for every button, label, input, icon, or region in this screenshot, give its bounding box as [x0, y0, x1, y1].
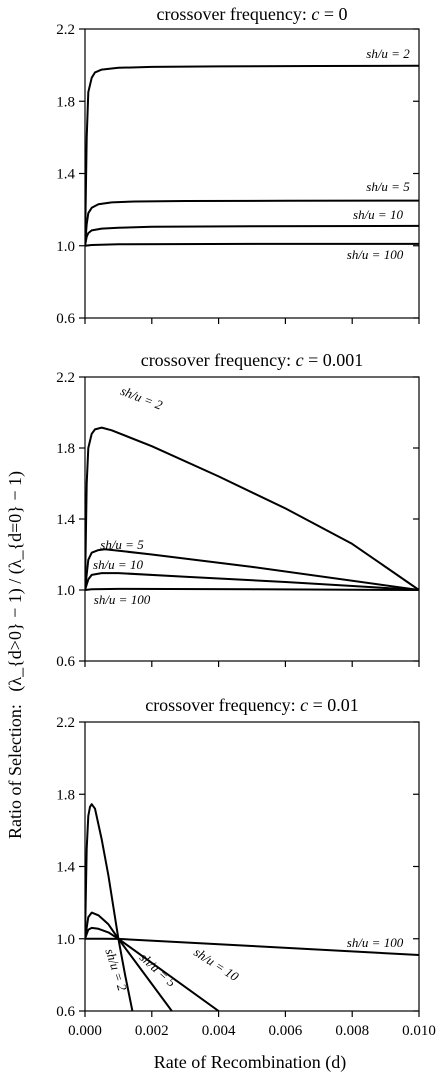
series-line — [85, 937, 419, 956]
y-tick-label: 2.2 — [56, 715, 75, 731]
chart-panel-3: crossover frequency: c = 0.01 0.6 1.0 1.4 1.… — [56, 695, 436, 1039]
y-tick-label: 0.6 — [56, 1004, 75, 1020]
y-tick-label: 1.8 — [56, 441, 75, 457]
y-tick-label: 1.4 — [56, 167, 75, 183]
series-label: sh/u = 2 — [119, 383, 165, 413]
x-tick-label: 0.008 — [335, 1023, 369, 1039]
y-tick-label: 1.4 — [56, 860, 75, 876]
series-line — [85, 199, 419, 246]
chart-title: crossover frequency: c = 0 — [156, 4, 347, 24]
y-tick-label: 1.0 — [56, 583, 75, 599]
series-label: sh/u = 10 — [353, 207, 403, 222]
series-line — [85, 242, 419, 247]
chart-panel-2: crossover frequency: c = 0.001 0.6 1.0 1.4 1… — [56, 350, 420, 670]
x-tick-label: 0.004 — [202, 1023, 236, 1039]
plot-frame — [84, 721, 420, 1012]
title-variable: c — [300, 695, 308, 715]
chart-panel-1: crossover frequency: c = 0 0.6 1.0 1.4 1.8 2.… — [56, 4, 420, 327]
series-line — [85, 911, 173, 1011]
y-tick-label: 0.6 — [56, 654, 75, 670]
series-line — [85, 587, 419, 591]
x-tick-label: 0.002 — [135, 1023, 169, 1039]
x-axis-label: Rate of Recombination (d) — [154, 1052, 346, 1073]
plot-frame — [84, 28, 420, 319]
series-label: sh/u = 100 — [347, 935, 404, 950]
series-label: sh/u = 10 — [93, 557, 143, 572]
x-tick-label: 0.010 — [402, 1023, 436, 1039]
y-tick-label: 0.6 — [56, 311, 75, 327]
series-label: sh/u = 100 — [94, 592, 151, 607]
series-line — [85, 426, 419, 591]
x-tick-label: 0.006 — [269, 1023, 303, 1039]
y-tick-label: 2.2 — [56, 22, 75, 38]
series-line — [85, 224, 419, 246]
series-line — [85, 548, 419, 591]
y-tick-label: 2.2 — [56, 370, 75, 386]
y-axis-label: Ratio of Selection: (λ_{d>0} − 1) / (λ_{… — [5, 471, 26, 839]
title-value: = 0 — [319, 4, 347, 24]
y-tick-label: 1.8 — [56, 787, 75, 803]
chart-title: crossover frequency: c = 0.001 — [141, 350, 364, 370]
series-label: sh/u = 2 — [102, 947, 130, 993]
plot-frame — [84, 376, 420, 662]
y-tick-label: 1.8 — [56, 94, 75, 110]
series-label: sh/u = 5 — [100, 537, 144, 552]
series-line — [85, 64, 419, 246]
x-tick-label: 0.000 — [68, 1023, 102, 1039]
title-value: = 0.001 — [304, 350, 364, 370]
title-variable: c — [296, 350, 304, 370]
title-text: crossover frequency: — [145, 695, 300, 715]
chart-title: crossover frequency: c = 0.01 — [145, 695, 359, 715]
series-label: sh/u = 10 — [191, 944, 241, 984]
title-text: crossover frequency: — [156, 4, 311, 24]
title-variable: c — [311, 4, 319, 24]
title-value: = 0.01 — [308, 695, 359, 715]
series-label: sh/u = 5 — [366, 179, 410, 194]
y-tick-label: 1.0 — [56, 932, 75, 948]
title-text: crossover frequency: — [141, 350, 296, 370]
series-line — [85, 803, 134, 1011]
y-axis-label-prefix: Ratio of Selection: — [5, 704, 25, 839]
series-line — [85, 572, 419, 591]
series-label: sh/u = 2 — [366, 46, 410, 61]
y-tick-label: 1.0 — [56, 239, 75, 255]
y-tick-label: 1.4 — [56, 512, 75, 528]
series-label: sh/u = 100 — [347, 247, 404, 262]
series-line — [85, 926, 220, 1011]
y-axis-label-expression: (λ_{d>0} − 1) / (λ_{d=0} − 1) — [5, 471, 26, 692]
